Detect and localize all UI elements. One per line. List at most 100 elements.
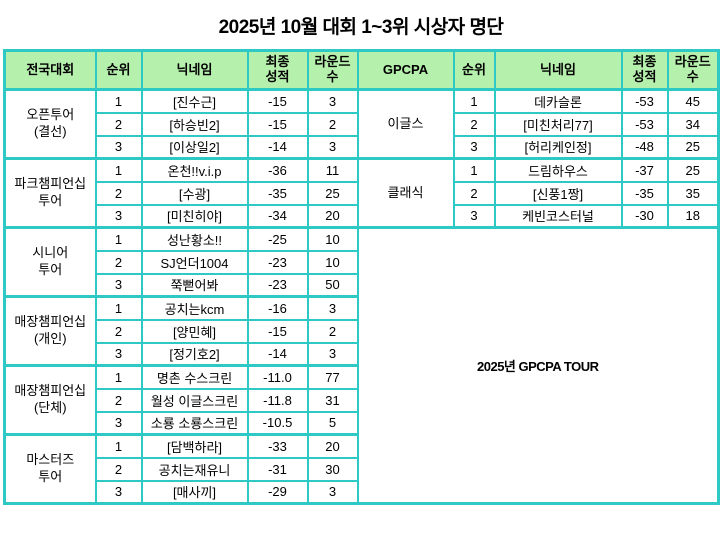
rank-cell: 3 [452, 134, 496, 160]
table-row: 2 [수광] -35 25 2 [신풍1짱] -35 35 [5, 180, 720, 206]
category-senior-tour: 시니어 투어 [3, 226, 97, 298]
rounds-cell: 10 [306, 226, 359, 252]
rounds-cell: 10 [306, 249, 359, 275]
rank-cell: 2 [94, 456, 143, 482]
nickname-cell: [담백하라] [140, 433, 249, 459]
rounds-cell: 30 [306, 456, 359, 482]
header-final-score-right: 최종 성적 [620, 49, 669, 91]
score-cell: -15 [246, 111, 309, 137]
nickname-cell: 소룡 소룡스크린 [140, 410, 249, 436]
nickname-cell: 쭉뻗어봐 [140, 272, 249, 298]
rounds-cell: 77 [306, 364, 359, 390]
header-rounds-right: 라운드 수 [666, 49, 720, 91]
score-cell: -25 [246, 226, 309, 252]
score-cell: -11.8 [246, 387, 309, 413]
score-cell: -11.0 [246, 364, 309, 390]
rounds-cell: 2 [306, 318, 359, 344]
rank-cell: 3 [94, 479, 143, 505]
rounds-cell: 3 [306, 134, 359, 160]
nickname-cell: [진수근] [140, 88, 249, 114]
nickname-cell: SJ언더1004 [140, 249, 249, 275]
rank-cell: 2 [452, 180, 496, 206]
rounds-cell: 3 [306, 295, 359, 321]
table-row: 매장챔피언십 (단체) 1 명촌 수스크린 -11.0 77 [3, 364, 719, 436]
rounds-cell: 31 [306, 387, 359, 413]
score-cell: -33 [246, 433, 309, 459]
nickname-cell: [미친히야] [140, 203, 249, 229]
nickname-cell: [하승빈2] [140, 111, 249, 137]
rank-cell: 3 [94, 203, 143, 229]
rounds-cell: 3 [306, 88, 359, 114]
table-row: 오픈투어 (결선) 1 [진수근] -15 3 이글스 1 데카슬론 -53 4… [3, 88, 720, 160]
rank-cell: 2 [94, 111, 143, 137]
score-cell: -35 [620, 180, 669, 206]
rank-cell: 2 [94, 180, 143, 206]
rounds-cell: 45 [666, 88, 720, 114]
header-final-score-left: 최종 성적 [246, 49, 309, 91]
nickname-cell: 온천!!v.i.p [140, 157, 249, 183]
category-eagles: 이글스 [356, 88, 455, 160]
header-rounds-left: 라운드 수 [306, 49, 359, 91]
rounds-cell: 50 [306, 272, 359, 298]
header-national-tournament: 전국대회 [3, 49, 97, 91]
table-row: 2 SJ언더1004 -23 10 [5, 249, 719, 275]
page-title: 2025년 10월 대회 1~3위 시상자 명단 [218, 17, 504, 38]
score-cell: -15 [246, 318, 309, 344]
nickname-cell: [허리케인정] [493, 134, 623, 160]
nickname-cell: 성난황소!! [140, 226, 249, 252]
score-cell: -53 [620, 88, 669, 114]
nickname-cell: 명촌 수스크린 [140, 364, 249, 390]
table-row: 2 [하승빈2] -15 2 2 [미친처리77] -53 34 [5, 111, 720, 137]
awards-table: 전국대회 순위 닉네임 최종 성적 라운드 수 GPCPA 순위 닉네임 최종 … [3, 49, 720, 505]
rounds-cell: 20 [306, 433, 359, 459]
table-row: 2 공치는재유니 -31 30 [5, 456, 719, 482]
rank-cell: 1 [94, 226, 143, 252]
category-classic: 클래식 [356, 157, 455, 229]
rank-cell: 1 [94, 157, 143, 183]
nickname-cell: 드림하우스 [493, 157, 623, 183]
category-masters-tour: 마스터즈 투어 [3, 433, 97, 505]
gpcpa-tour-banner: 2025년 GPCPA TOUR [356, 226, 720, 505]
header-rank-left: 순위 [94, 49, 143, 91]
nickname-cell: [정기호2] [140, 341, 249, 367]
rank-cell: 1 [452, 157, 496, 183]
category-open-tour: 오픈투어 (결선) [3, 88, 97, 160]
rounds-cell: 2 [306, 111, 359, 137]
rank-cell: 3 [452, 203, 496, 229]
rounds-cell: 25 [306, 180, 359, 206]
rank-cell: 1 [452, 88, 496, 114]
category-store-championship-individual: 매장챔피언십 (개인) [3, 295, 97, 367]
rounds-cell: 3 [306, 479, 359, 505]
score-cell: -35 [246, 180, 309, 206]
table-row: 마스터즈 투어 1 [담백하라] -33 20 [3, 433, 719, 505]
header-nickname-right: 닉네임 [493, 49, 623, 91]
rank-cell: 3 [94, 341, 143, 367]
rounds-cell: 25 [666, 134, 720, 160]
table-header-row: 전국대회 순위 닉네임 최종 성적 라운드 수 GPCPA 순위 닉네임 최종 … [3, 49, 720, 91]
nickname-cell: 공치는kcm [140, 295, 249, 321]
nickname-cell: [이상일2] [140, 134, 249, 160]
rounds-cell: 18 [666, 203, 720, 229]
rounds-cell: 5 [306, 410, 359, 436]
rank-cell: 1 [94, 295, 143, 321]
score-cell: -34 [246, 203, 309, 229]
nickname-cell: [미친처리77] [493, 111, 623, 137]
rounds-cell: 35 [666, 180, 720, 206]
table-row: 3 쭉뻗어봐 -23 50 [5, 272, 719, 298]
score-cell: -29 [246, 479, 309, 505]
score-cell: -36 [246, 157, 309, 183]
table-row: 2 [양민혜] -15 2 [5, 318, 719, 344]
nickname-cell: [양민혜] [140, 318, 249, 344]
rank-cell: 2 [452, 111, 496, 137]
rank-cell: 3 [94, 272, 143, 298]
header-nickname-left: 닉네임 [140, 49, 249, 91]
table-row: 파크챔피언십 투어 1 온천!!v.i.p -36 11 클래식 1 드림하우스… [3, 157, 720, 229]
table-row: 2 월성 이글스크린 -11.8 31 [5, 387, 719, 413]
rank-cell: 1 [94, 88, 143, 114]
table-row: 시니어 투어 1 성난황소!! -25 10 2025년 GPCPA TOUR [3, 226, 720, 505]
score-cell: -37 [620, 157, 669, 183]
score-cell: -14 [246, 341, 309, 367]
rounds-cell: 25 [666, 157, 720, 183]
nickname-cell: 케빈코스터널 [493, 203, 623, 229]
header-rank-right: 순위 [452, 49, 496, 91]
